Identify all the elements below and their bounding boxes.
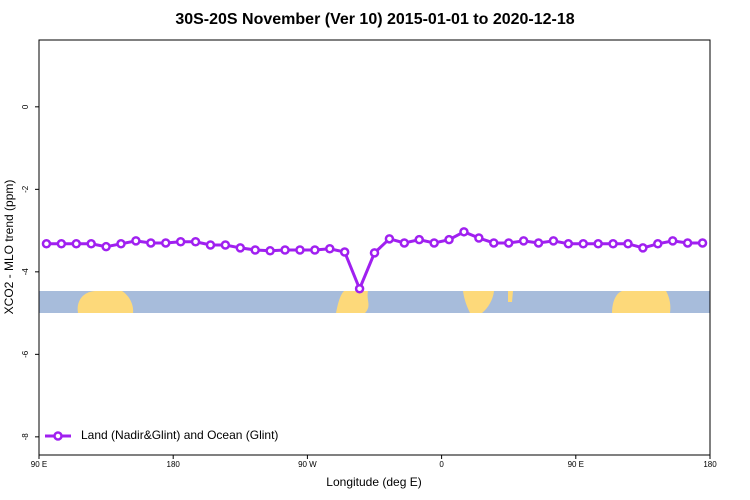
data-point bbox=[667, 236, 678, 246]
data-point bbox=[429, 238, 439, 248]
land-patch bbox=[612, 291, 671, 313]
data-point bbox=[623, 239, 633, 249]
data-point bbox=[205, 240, 216, 250]
data-point bbox=[325, 243, 335, 254]
ocean-band bbox=[39, 291, 710, 313]
land-patch bbox=[508, 291, 513, 302]
data-point bbox=[369, 248, 380, 258]
data-point bbox=[518, 236, 529, 246]
y-tick-label: -6 bbox=[21, 350, 30, 358]
data-point bbox=[265, 246, 275, 256]
x-tick-label: 180 bbox=[703, 460, 717, 469]
data-point bbox=[146, 238, 156, 248]
plot-frame bbox=[38, 39, 711, 456]
data-point bbox=[354, 284, 365, 294]
data-point bbox=[220, 240, 231, 250]
legend-marker bbox=[53, 431, 63, 441]
data-point bbox=[608, 239, 618, 249]
data-point bbox=[235, 243, 246, 253]
legend-label: Land (Nadir&Glint) and Ocean (Glint) bbox=[81, 428, 278, 442]
data-point bbox=[56, 239, 67, 249]
data-point bbox=[399, 238, 410, 248]
land-patch bbox=[463, 291, 494, 313]
y-tick-label: 0 bbox=[21, 104, 30, 109]
data-point bbox=[190, 236, 201, 247]
data-point bbox=[563, 239, 574, 249]
data-point bbox=[682, 238, 693, 248]
data-point bbox=[71, 239, 82, 249]
y-axis-label: XCO2 - MLO trend (ppm) bbox=[2, 180, 16, 315]
data-point bbox=[384, 234, 395, 244]
data-point bbox=[459, 227, 469, 237]
data-point bbox=[175, 236, 186, 247]
data-point bbox=[638, 243, 648, 253]
chart-title: 30S-20S November (Ver 10) 2015-01-01 to … bbox=[175, 11, 574, 28]
series-line bbox=[46, 230, 703, 293]
y-tick-label: -2 bbox=[21, 185, 30, 193]
data-point bbox=[250, 245, 260, 255]
data-point bbox=[280, 245, 290, 255]
data-point bbox=[339, 247, 350, 257]
y-tick-label: -8 bbox=[21, 433, 30, 441]
data-point bbox=[548, 236, 559, 246]
data-point bbox=[503, 238, 514, 248]
land-patch bbox=[77, 291, 134, 313]
data-point bbox=[116, 239, 126, 249]
x-tick-label: 90 E bbox=[31, 460, 47, 469]
data-point bbox=[86, 239, 96, 249]
x-tick-label: 180 bbox=[167, 460, 181, 469]
y-tick-label: -4 bbox=[21, 268, 30, 276]
data-point bbox=[533, 238, 544, 248]
data-point bbox=[474, 233, 484, 243]
data-point bbox=[101, 241, 111, 252]
data-point bbox=[41, 239, 52, 249]
x-tick-label: 90 E bbox=[568, 460, 584, 469]
data-point bbox=[295, 245, 305, 255]
x-tick-label: 0 bbox=[439, 460, 444, 469]
data-point bbox=[131, 236, 141, 246]
x-axis-label: Longitude (deg E) bbox=[326, 475, 421, 489]
land-ocean-band bbox=[39, 291, 710, 313]
data-point bbox=[160, 238, 171, 248]
data-point bbox=[697, 238, 708, 248]
x-tick-label: 90 W bbox=[298, 460, 317, 469]
data-point bbox=[444, 234, 454, 245]
data-point bbox=[653, 239, 663, 249]
data-point bbox=[593, 239, 603, 249]
data-point bbox=[489, 238, 499, 248]
data-point bbox=[578, 239, 589, 249]
data-point bbox=[310, 245, 320, 255]
data-point bbox=[414, 234, 424, 245]
land-patch bbox=[336, 291, 369, 313]
